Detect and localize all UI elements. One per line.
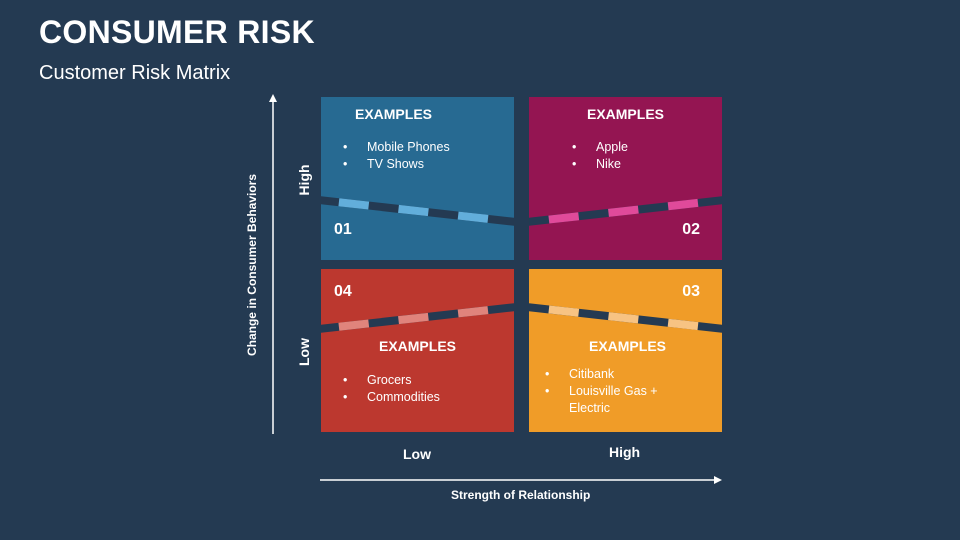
y-tick-low: Low: [296, 338, 312, 366]
page-title: CONSUMER RISK: [39, 14, 315, 50]
list-item: Citibank: [545, 366, 658, 383]
x-tick-high: High: [609, 444, 641, 460]
list-item: Grocers: [343, 372, 440, 389]
quadrant-02: EXAMPLES Apple Nike 02: [529, 97, 722, 260]
examples-list: Mobile Phones TV Shows: [343, 139, 450, 173]
examples-list: Apple Nike: [572, 139, 628, 173]
x-tick-low: Low: [403, 446, 431, 462]
divider-band: [529, 303, 722, 333]
examples-heading: EXAMPLES: [588, 338, 666, 354]
list-item: Commodities: [343, 389, 440, 406]
list-item: Apple: [572, 139, 628, 156]
examples-heading: EXAMPLES: [586, 106, 664, 122]
quadrant-number: 04: [334, 283, 352, 300]
page-subtitle: Customer Risk Matrix: [39, 62, 231, 84]
quadrant-number: 01: [334, 221, 352, 238]
examples-heading: EXAMPLES: [354, 106, 432, 122]
x-axis-arrow: [320, 476, 722, 484]
quadrant-04: 04 EXAMPLES Grocers Commodities: [321, 269, 514, 432]
list-item: Nike: [572, 156, 628, 173]
list-item: Electric: [569, 401, 610, 415]
quadrant-number: 02: [682, 221, 700, 238]
y-axis-arrow: [269, 94, 277, 434]
y-tick-high: High: [296, 164, 312, 196]
y-axis-label: Change in Consumer Behaviors: [245, 173, 259, 357]
examples-list: Grocers Commodities: [343, 372, 440, 406]
divider-band: [321, 196, 514, 226]
x-axis-label: Strength of Relationship: [451, 488, 591, 502]
list-item: Mobile Phones: [343, 139, 450, 156]
list-item: Louisville Gas +: [545, 383, 658, 400]
list-item: TV Shows: [343, 156, 450, 173]
quadrant-number: 03: [682, 283, 700, 300]
divider-band: [529, 196, 722, 226]
quadrant-03: 03 EXAMPLES Citibank Louisville Gas + El…: [529, 269, 722, 432]
examples-list: Citibank Louisville Gas + Electric: [545, 366, 658, 417]
quadrant-01: EXAMPLES Mobile Phones TV Shows 01: [321, 97, 514, 260]
divider-band: [321, 303, 514, 333]
examples-heading: EXAMPLES: [378, 338, 456, 354]
